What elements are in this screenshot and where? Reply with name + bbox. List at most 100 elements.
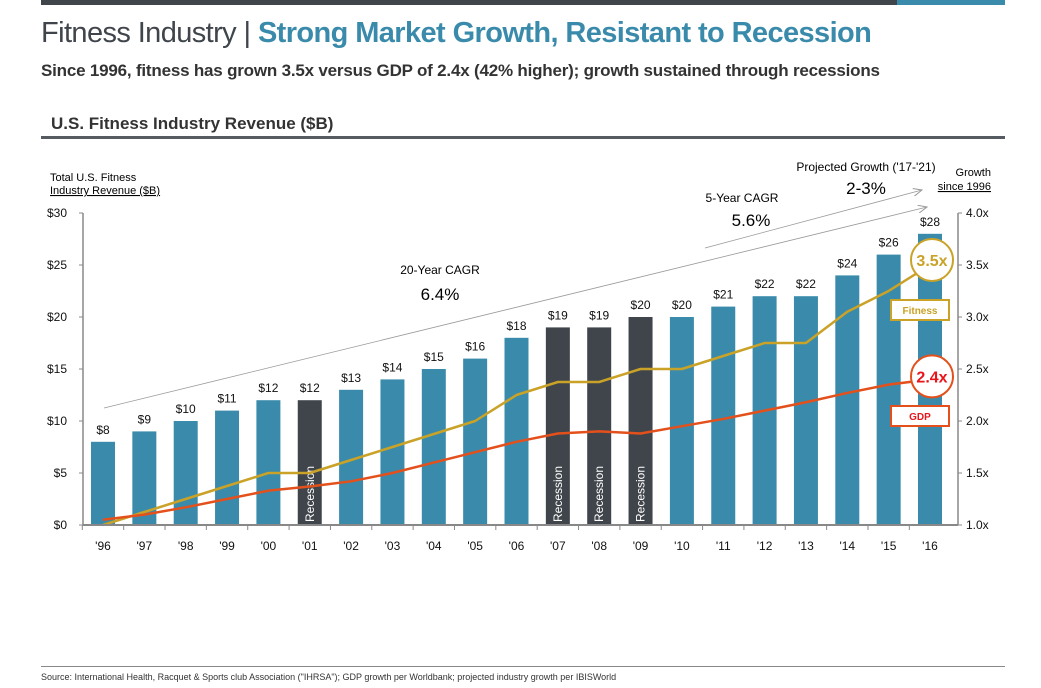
revenue-bar [793, 296, 818, 525]
x-tick-label: '01 [302, 539, 318, 553]
x-tick-label: '96 [95, 539, 111, 553]
left-y-tick-label: $10 [47, 414, 67, 428]
x-tick-label: '09 [633, 539, 649, 553]
left-y-tick-label: $5 [54, 466, 68, 480]
section-divider [41, 136, 1005, 139]
x-tick-label: '12 [757, 539, 773, 553]
bar-value-label: $28 [920, 215, 940, 229]
fitness-line [102, 263, 931, 527]
recession-label: Recession [303, 466, 317, 522]
revenue-bar [504, 337, 529, 525]
bar-value-label: $22 [755, 277, 775, 291]
x-tick-label: '03 [385, 539, 401, 553]
title-accent: Strong Market Growth, Resistant to Reces… [257, 17, 872, 49]
cagr5-value: 5.6% [732, 211, 771, 230]
x-tick-label: '99 [219, 539, 235, 553]
cagr20-label: 20-Year CAGR [400, 263, 480, 277]
x-tick-label: '08 [591, 539, 607, 553]
left-y-tick-label: $25 [47, 258, 67, 272]
revenue-bar [256, 400, 281, 525]
bar-value-label: $8 [96, 423, 110, 437]
trend-arrow-projected [704, 190, 922, 249]
bar-value-label: $14 [382, 360, 402, 374]
revenue-bar [669, 317, 694, 525]
page-title: Fitness Industry | Strong Market Growth,… [41, 17, 872, 50]
x-tick-label: '07 [550, 539, 566, 553]
x-tick-label: '13 [798, 539, 814, 553]
x-tick-label: '04 [426, 539, 442, 553]
bar-value-label: $11 [217, 392, 236, 406]
bar-value-label: $22 [796, 277, 816, 291]
gdp-multiple-value: 2.4x [916, 369, 947, 386]
gdp-multiple-badge [910, 354, 954, 399]
revenue-bar [711, 306, 736, 525]
recession-label: Recession [592, 466, 606, 522]
recession-label: Recession [551, 466, 565, 522]
right-y-tick-label: 1.5x [966, 466, 989, 480]
recession-bar [628, 317, 653, 525]
fitness-legend-label: Fitness [902, 306, 937, 317]
title-prefix: Fitness Industry | [41, 17, 258, 49]
fitness-legend-box [890, 299, 950, 321]
x-tick-label: '98 [178, 539, 194, 553]
x-tick-label: '14 [839, 539, 855, 553]
bar-value-label: $19 [548, 308, 568, 322]
x-tick-label: '10 [674, 539, 690, 553]
gdp-line [102, 378, 931, 522]
revenue-bar [380, 379, 405, 525]
bar-value-label: $20 [672, 298, 692, 312]
right-y-tick-label: 3.5x [966, 258, 989, 272]
right-axis-label-2: since 1996 [938, 181, 991, 193]
bar-value-label: $26 [879, 236, 899, 250]
top-bar-dark [41, 0, 897, 5]
gdp-legend-label: GDP [909, 412, 931, 423]
bar-value-label: $12 [258, 381, 278, 395]
projected-value: 2-3% [846, 179, 886, 198]
right-y-tick-label: 3.0x [966, 310, 989, 324]
bar-value-label: $18 [506, 319, 526, 333]
source-note: Source: International Health, Racquet & … [41, 672, 617, 682]
x-tick-label: '05 [467, 539, 483, 553]
trend-arrows [103, 190, 927, 409]
left-y-tick-label: $15 [47, 362, 67, 376]
recession-bar [545, 327, 570, 525]
left-axis-label-1: Total U.S. Fitness [50, 172, 137, 184]
x-tick-label: '97 [137, 539, 153, 553]
bar-value-label: $21 [713, 288, 733, 302]
right-y-tick-label: 2.5x [966, 362, 989, 376]
revenue-bar [215, 410, 240, 525]
left-y-tick-label: $20 [47, 310, 67, 324]
fitness-multiple-badge [910, 238, 954, 282]
bar-value-label: $20 [631, 298, 651, 312]
x-tick-label: '11 [716, 539, 731, 553]
bar-value-label: $15 [424, 350, 444, 364]
left-axis-label-2: Industry Revenue ($B) [50, 185, 160, 197]
right-y-tick-label: 1.0x [966, 518, 989, 532]
bar-value-label: $13 [341, 371, 361, 385]
right-y-tick-label: 2.0x [966, 414, 989, 428]
recession-bar [587, 327, 612, 525]
right-y-tick-label: 4.0x [966, 206, 989, 220]
recession-bar [297, 400, 322, 525]
bar-value-label: $24 [837, 256, 857, 270]
bar-value-label: $10 [176, 402, 196, 416]
x-tick-label: '15 [881, 539, 897, 553]
top-bar-accent [897, 0, 1005, 5]
left-y-tick-label: $30 [47, 206, 67, 220]
x-tick-label: '00 [261, 539, 277, 553]
trend-arrow-20yr [103, 207, 927, 409]
cagr5-label: 5-Year CAGR [706, 191, 779, 205]
recession-label: Recession [634, 466, 648, 522]
bar-value-label: $12 [300, 381, 320, 395]
revenue-bar [421, 369, 446, 525]
revenue-bar [463, 358, 488, 525]
cagr20-value: 6.4% [421, 285, 460, 304]
bar-value-label: $16 [465, 340, 485, 354]
page-subtitle: Since 1996, fitness has grown 3.5x versu… [41, 61, 880, 80]
x-tick-label: '06 [509, 539, 525, 553]
revenue-bar [91, 441, 115, 525]
x-tick-label: '16 [922, 539, 938, 553]
bar-value-label: $9 [138, 412, 152, 426]
left-y-tick-label: $0 [54, 518, 68, 532]
